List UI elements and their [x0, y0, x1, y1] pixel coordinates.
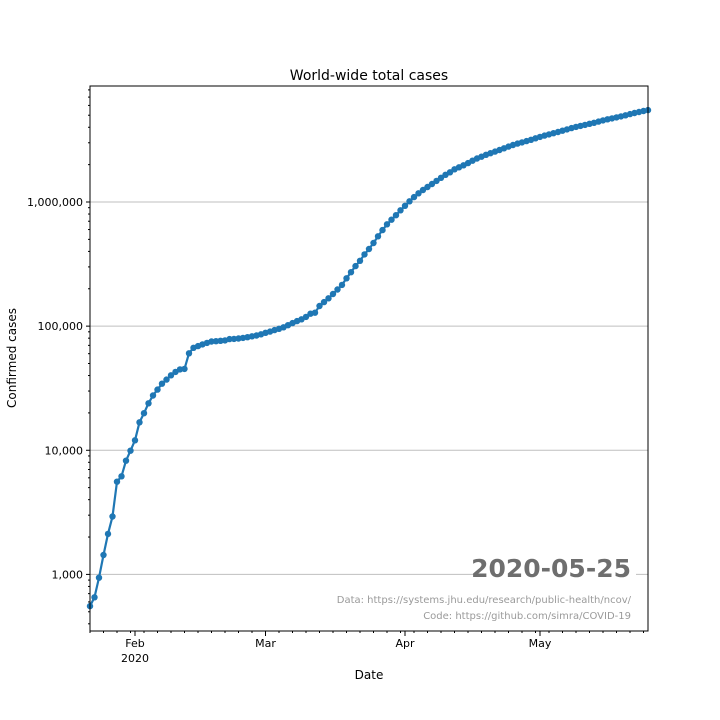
plot-area [86, 106, 652, 610]
x-tick-label: Apr [395, 637, 415, 650]
data-point [392, 212, 400, 219]
data-point [122, 457, 130, 464]
data-point [433, 177, 440, 185]
data-point [149, 392, 157, 399]
data-point [406, 198, 413, 205]
data-point [325, 295, 332, 302]
y-tick-label: 100,000 [38, 320, 84, 333]
data-point [428, 180, 436, 188]
data-point [158, 380, 166, 387]
data-point [109, 513, 116, 520]
plot-frame [89, 85, 649, 632]
data-point [311, 309, 319, 316]
data-source-note: Data: https://systems.jhu.edu/research/p… [337, 595, 632, 606]
data-point [113, 478, 121, 485]
data-point [131, 437, 139, 444]
data-point [352, 262, 359, 270]
data-point [154, 386, 161, 393]
data-point [379, 226, 386, 234]
data-point [397, 207, 404, 214]
chart-title: World-wide total cases [290, 68, 448, 84]
x-tick-label: Feb [125, 637, 144, 650]
data-point [118, 473, 125, 480]
data-point [424, 183, 431, 191]
y-tick-label: 1,000 [52, 568, 84, 581]
data-point [347, 269, 355, 276]
data-point [370, 239, 377, 247]
data-point [167, 372, 175, 379]
data-point [410, 193, 418, 201]
data-point [361, 251, 368, 258]
data-point [136, 419, 143, 426]
data-point [388, 216, 395, 223]
data-point [127, 447, 134, 454]
series-line [89, 109, 649, 607]
data-point [338, 281, 346, 289]
y-tick-label: 10,000 [45, 444, 84, 457]
data-point [419, 186, 427, 194]
data-point [401, 202, 409, 209]
data-point [334, 286, 341, 293]
data-point [140, 410, 148, 417]
x-axis-label: Date [355, 668, 384, 682]
data-point [320, 298, 328, 306]
x-tick-label: Mar [255, 637, 276, 650]
grid-lines [90, 201, 648, 575]
data-point [95, 574, 103, 581]
data-point [316, 302, 323, 310]
data-point [437, 174, 445, 181]
data-point [104, 530, 112, 538]
y-axis-label: Confirmed cases [5, 308, 19, 408]
data-point [365, 245, 373, 253]
data-point [374, 233, 382, 240]
x-tick-label: May [529, 637, 552, 650]
y-axis: 1,000 10,000 100,000 1,000,000 [27, 89, 90, 625]
code-source-note: Code: https://github.com/simra/COVID-19 [423, 611, 631, 622]
data-point [329, 290, 337, 298]
data-point [226, 335, 233, 343]
data-point [100, 551, 107, 559]
data-point [163, 376, 170, 383]
data-point [383, 221, 391, 228]
data-point [302, 313, 310, 321]
data-point [343, 275, 350, 282]
x-tick-sublabel: 2020 [121, 652, 149, 665]
date-annotation: 2020-05-25 [471, 554, 631, 583]
data-point [415, 190, 422, 197]
data-point [356, 257, 364, 264]
data-point [446, 169, 454, 176]
data-point [145, 400, 152, 407]
data-point [181, 365, 188, 373]
x-axis: Feb 2020 Mar Apr May [89, 631, 644, 665]
y-tick-label: 1,000,000 [27, 196, 83, 209]
annotation-background [474, 550, 636, 586]
data-point [91, 594, 98, 601]
data-point [185, 350, 193, 357]
